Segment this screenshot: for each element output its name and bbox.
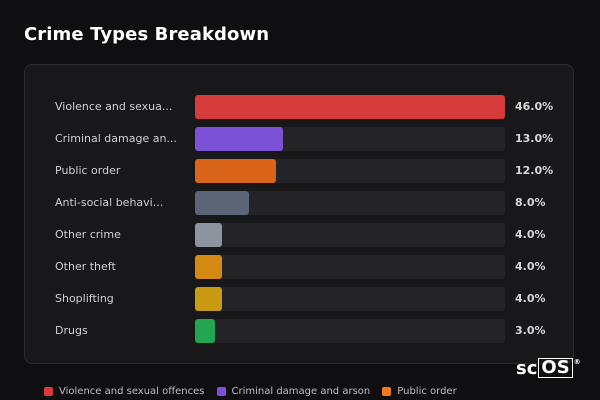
crime-row[interactable]: Public order 12.0% — [55, 159, 555, 183]
percent-value: 12.0% — [515, 164, 554, 177]
bar-track — [195, 255, 505, 279]
crime-row[interactable]: Drugs 3.0% — [55, 319, 555, 343]
percent-value: 4.0% — [515, 228, 546, 241]
legend-swatch — [216, 387, 226, 396]
legend-label: Public order — [397, 386, 457, 397]
crime-label: Shoplifting — [55, 292, 114, 305]
crime-label: Criminal damage an... — [55, 132, 177, 145]
crime-row[interactable]: Shoplifting 4.0% — [55, 287, 555, 311]
crime-row[interactable]: Criminal damage an... 13.0% — [55, 127, 555, 151]
crime-label: Violence and sexua... — [55, 100, 173, 113]
bar-track — [195, 287, 505, 311]
bar-track — [195, 159, 505, 183]
crime-label: Other crime — [55, 228, 121, 241]
bar-track — [195, 191, 505, 215]
crime-label: Drugs — [55, 324, 88, 337]
crime-row[interactable]: Other crime 4.0% — [55, 223, 555, 247]
legend-item[interactable]: Criminal damage and arson — [216, 386, 371, 397]
page-title: Crime Types Breakdown — [24, 24, 270, 45]
percent-value: 4.0% — [515, 292, 546, 305]
legend-item[interactable]: Violence and sexual offences — [44, 386, 205, 397]
crime-row[interactable]: Anti-social behavi... 8.0% — [55, 191, 555, 215]
bar-fill — [195, 223, 222, 247]
bar-track — [195, 319, 505, 343]
bar-track — [195, 127, 505, 151]
bar-fill — [195, 127, 283, 151]
scos-logo: sc OS ® — [516, 358, 581, 379]
legend-item[interactable]: Public order — [382, 386, 457, 397]
legend-swatch — [382, 387, 392, 396]
percent-value: 3.0% — [515, 324, 546, 337]
bar-fill — [195, 95, 505, 119]
legend: Violence and sexual offences Criminal da… — [44, 386, 457, 397]
bar-fill — [195, 159, 276, 183]
percent-value: 8.0% — [515, 196, 546, 209]
crime-label: Public order — [55, 164, 121, 177]
percent-value: 13.0% — [515, 132, 554, 145]
bar-track — [195, 95, 505, 119]
bar-fill — [195, 255, 222, 279]
legend-label: Criminal damage and arson — [231, 386, 371, 397]
legend-swatch — [44, 387, 53, 396]
chart-card: Violence and sexua... 46.0% Criminal dam… — [24, 64, 574, 364]
percent-value: 4.0% — [515, 260, 546, 273]
bar-fill — [195, 287, 222, 311]
crime-row[interactable]: Violence and sexua... 46.0% — [55, 95, 555, 119]
crime-label: Other theft — [55, 260, 116, 273]
legend-label: Violence and sexual offences — [59, 386, 205, 397]
logo-registered-mark: ® — [573, 358, 581, 366]
bar-fill — [195, 319, 216, 343]
logo-sc: sc — [516, 358, 538, 379]
bar-fill — [195, 191, 249, 215]
logo-os: OS — [538, 358, 573, 378]
bar-track — [195, 223, 505, 247]
crime-label: Anti-social behavi... — [55, 196, 164, 209]
percent-value: 46.0% — [515, 100, 554, 113]
crime-row[interactable]: Other theft 4.0% — [55, 255, 555, 279]
